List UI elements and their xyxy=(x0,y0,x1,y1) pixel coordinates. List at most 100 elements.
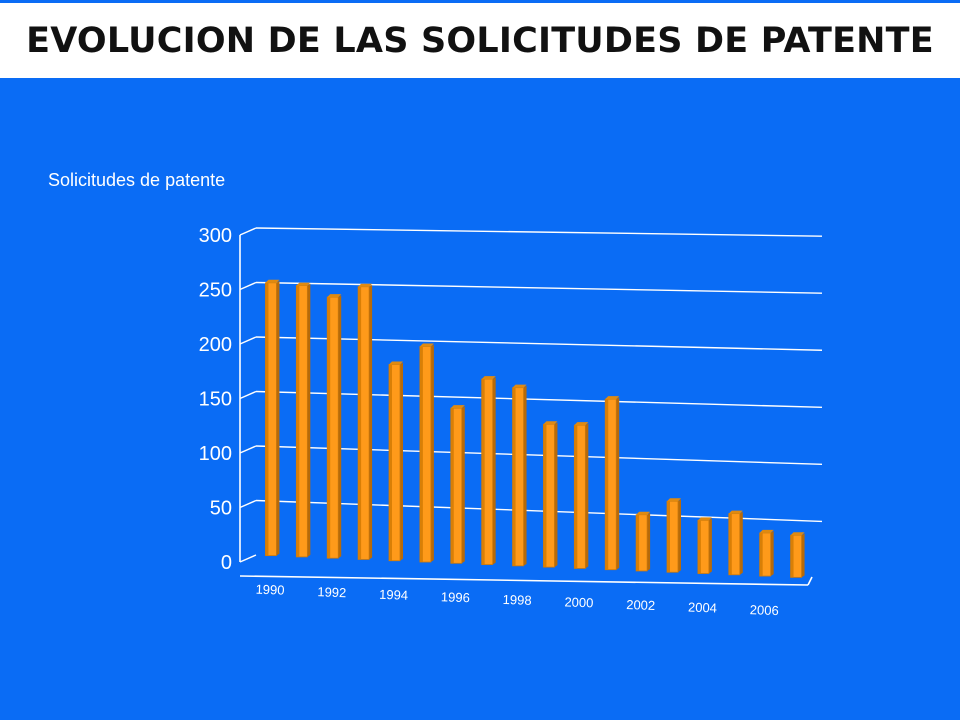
bar-1999 xyxy=(543,421,558,568)
bar-2001 xyxy=(604,396,620,571)
grid-connector-300 xyxy=(239,227,257,236)
bar-top xyxy=(389,361,403,365)
grid-connector-50 xyxy=(239,499,257,509)
bar-shade xyxy=(358,286,362,560)
bar-2002 xyxy=(635,511,651,572)
x-tick-label: 1998 xyxy=(502,592,531,608)
bar-top xyxy=(450,405,465,409)
bar-shade xyxy=(265,282,269,556)
bar-1992 xyxy=(326,294,342,559)
gridline-250 xyxy=(255,281,823,294)
gridline-150 xyxy=(255,390,823,409)
bar-side xyxy=(616,397,620,570)
x-axis-end xyxy=(807,576,813,586)
axes xyxy=(239,235,813,586)
bar-side xyxy=(338,295,342,559)
bar-1997 xyxy=(481,376,496,565)
bar-top xyxy=(265,279,280,283)
bar-1998 xyxy=(512,384,527,567)
gridline-200 xyxy=(255,336,823,351)
title-band: EVOLUCION DE LAS SOLICITUDES DE PATENTE xyxy=(0,0,960,78)
bar-top xyxy=(574,422,589,426)
bar-top xyxy=(697,517,712,521)
x-tick-label: 1990 xyxy=(255,582,284,598)
y-tick-label: 0 xyxy=(221,552,232,574)
bar-2005 xyxy=(728,510,743,576)
grid-connector-150 xyxy=(239,390,257,400)
bar-side xyxy=(492,377,496,565)
bar-shade xyxy=(759,532,763,577)
x-tick-label: 1994 xyxy=(379,587,408,603)
bar-shade xyxy=(790,535,794,578)
bar-top xyxy=(358,283,373,287)
slide-title: EVOLUCION DE LAS SOLICITUDES DE PATENTE xyxy=(26,21,934,61)
bar-top xyxy=(759,529,774,533)
bar-top xyxy=(481,376,496,380)
bar-shade xyxy=(728,513,732,575)
bar-side xyxy=(554,422,558,568)
bar-side xyxy=(708,518,712,574)
bar-shade xyxy=(481,379,485,565)
x-tick-label: 2006 xyxy=(750,602,779,618)
bar-side xyxy=(276,280,280,556)
bar-shade xyxy=(512,387,516,566)
bar-top xyxy=(605,396,620,400)
bar-2006 xyxy=(759,529,774,577)
bar-side xyxy=(647,512,651,571)
bar-shade xyxy=(636,514,640,571)
bar-2000 xyxy=(573,422,589,569)
gridline-100 xyxy=(255,445,823,466)
bar-side xyxy=(770,530,774,577)
bar-side xyxy=(801,533,805,578)
bar-top xyxy=(728,510,743,514)
gridlines xyxy=(239,227,823,563)
x-tick-label: 1996 xyxy=(441,589,470,605)
y-tick-label: 50 xyxy=(210,498,232,520)
bar-side xyxy=(523,385,527,566)
bar-top xyxy=(327,294,342,298)
bar-side xyxy=(400,362,403,561)
x-axis-line xyxy=(239,575,809,586)
grid-connector-0 xyxy=(239,554,257,563)
bar-top xyxy=(636,511,651,515)
bar-2007 xyxy=(790,532,805,578)
bar-top xyxy=(512,384,527,388)
bar-1994 xyxy=(388,361,403,562)
x-tick-label: 2000 xyxy=(564,594,593,610)
bar-1990 xyxy=(265,279,280,557)
y-tick-labels: 0 50 100 150 200 250 300 xyxy=(199,225,232,574)
grid-connector-250 xyxy=(239,281,257,291)
bar-shade xyxy=(327,297,331,559)
y-tick-label: 150 xyxy=(199,389,232,411)
bar-1991 xyxy=(295,282,311,558)
x-tick-labels: 1990 1992 1994 1996 1998 2000 2002 2004 2006 xyxy=(255,582,779,618)
bar-1996 xyxy=(450,405,465,564)
grid-connector-200 xyxy=(239,336,257,345)
bar-side xyxy=(585,423,589,569)
bar-top xyxy=(790,532,805,536)
bars xyxy=(265,279,805,578)
bar-side xyxy=(739,511,743,575)
bar-side xyxy=(678,499,681,573)
bar-shade xyxy=(450,408,454,564)
bar-2004 xyxy=(697,517,712,574)
y-tick-label: 100 xyxy=(199,443,232,465)
bar-side xyxy=(461,406,465,564)
x-tick-label: 2004 xyxy=(688,600,717,616)
bar-shade xyxy=(605,399,609,570)
bar-top xyxy=(296,282,311,286)
bar-2003 xyxy=(666,498,681,573)
bar-top xyxy=(419,343,434,347)
bar-shade xyxy=(389,364,392,561)
bar-side xyxy=(430,344,434,563)
gridline-300 xyxy=(255,227,823,237)
x-tick-label: 2002 xyxy=(626,597,655,613)
bar-1995 xyxy=(419,343,434,563)
bar-shade xyxy=(697,520,701,574)
bar-shade xyxy=(667,501,670,573)
bar-shade xyxy=(543,424,547,568)
grid-connector-100 xyxy=(239,445,257,454)
bar-top xyxy=(667,498,681,502)
x-tick-label: 1992 xyxy=(317,584,346,600)
